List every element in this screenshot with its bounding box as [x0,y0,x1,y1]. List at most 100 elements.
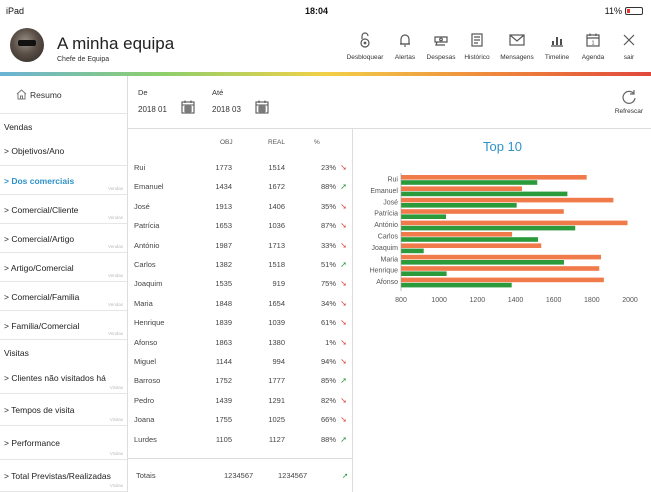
cell-pct: 33% [320,240,336,250]
sidebar-item-total-previstas-realizadas[interactable]: > Total Previstas/Realizadas Visitas [0,460,127,492]
sidebar-item-category: Vendas [107,244,123,249]
to-date-field[interactable]: 2018 03 [212,105,241,114]
agenda-button[interactable]: 1 Agenda [575,26,611,61]
category-label: Afonso [376,279,398,286]
sidebar-item-label: > Familia/Comercial [4,321,80,331]
sidebar-item-comercial-familia[interactable]: > Comercial/Familia Vendas [0,282,127,311]
table-row[interactable]: Rui 1773 1514 23% ➘ [128,159,352,177]
table-row[interactable]: Barroso 1752 1777 85% ➚ [128,372,352,390]
bar-obj [401,197,614,203]
sidebar-item-label: > Tempos de visita [4,405,75,415]
sidebar-item-dos-comerciais[interactable]: > Dos comerciais Vendas [0,166,127,195]
from-calendar-button[interactable] [180,99,196,115]
cell-obj: 1987 [215,240,232,250]
table-row[interactable]: Miguel 1144 994 94% ➘ [128,353,352,371]
refresh-button[interactable]: Refrescar [615,88,643,115]
sidebar-item-text: Total Previstas/Realizadas [11,471,111,481]
trend-down-icon: ➘ [340,318,347,328]
sales-table: OBJ REAL % Rui 1773 1514 23% ➘ Emanuel 1434 167… [128,129,353,492]
avatar[interactable] [10,28,44,62]
table-row[interactable]: Pedro 1439 1291 82% ➘ [128,392,352,410]
trend-down-icon: ➘ [340,298,347,308]
battery-indicator: 11% [605,6,643,16]
trend-up-icon: ➚ [340,182,347,192]
trend-down-icon: ➘ [340,240,347,250]
sidebar-item-label: > Comercial/Cliente [4,205,79,215]
sidebar: Resumo Vendas > Objetivos/Ano > Dos comer… [0,76,128,492]
sidebar-item-comercial-artigo[interactable]: > Comercial/Artigo Vendas [0,224,127,253]
bar-real [401,225,576,231]
sidebar-item-tempos-de-visita[interactable]: > Tempos de visita Visitas [0,394,127,426]
calendar-icon [181,100,195,114]
timeline-button[interactable]: Timeline [539,26,575,61]
sidebar-item-objetivos-ano[interactable]: > Objetivos/Ano [0,136,127,166]
sidebar-item-familia-comercial[interactable]: > Familia/Comercial Vendas [0,311,127,340]
sidebar-item-comercial-cliente[interactable]: > Comercial/Cliente Vendas [0,195,127,224]
header-divider [0,72,651,76]
expenses-button[interactable]: Despesas [423,26,459,61]
cell-pct: 61% [320,318,336,328]
cell-obj: 1848 [215,298,232,308]
table-row[interactable]: Lurdes 1105 1127 88% ➚ [128,431,352,449]
table-row[interactable]: José 1913 1406 35% ➘ [128,198,352,216]
cell-obj: 1439 [215,395,232,405]
cell-name: Miguel [134,357,157,366]
table-row[interactable]: Carlos 1382 1518 51% ➚ [128,256,352,274]
x-tick-label: 2000 [622,297,638,304]
messages-button[interactable]: Mensagens [495,26,539,61]
cell-obj: 1653 [215,221,232,231]
table-row[interactable]: Emanuel 1434 1672 88% ➚ [128,178,352,196]
table-row[interactable]: Joana 1755 1025 66% ➘ [128,411,352,429]
to-calendar-button[interactable] [254,99,270,115]
bar-real [401,180,538,185]
history-button[interactable]: Histórico [459,26,495,61]
sidebar-item-text: Comercial/Familia [11,292,80,302]
trend-down-icon: ➘ [340,415,347,425]
cell-name: Maria [134,298,153,308]
toolbar: Desbloquear Alertas Despesas Histórico M… [343,26,647,61]
sidebar-item-resumo[interactable]: Resumo [0,76,127,114]
sidebar-item-category: Vendas [107,273,123,278]
sidebar-item-artigo-comercial[interactable]: > Artigo/Comercial Vendas [0,253,127,282]
x-tick-label: 1800 [584,297,600,304]
table-row[interactable]: Joaquim 1535 919 75% ➘ [128,275,352,293]
cell-real: 1039 [268,318,285,328]
trend-down-icon: ➘ [340,337,347,347]
bar-real [401,191,568,197]
sidebar-item-clientes-nao-visitados-ha[interactable]: > Clientes não visitados há Visitas [0,362,127,394]
table-row[interactable]: Maria 1848 1654 34% ➘ [128,295,352,313]
table-row[interactable]: Patrícia 1653 1036 87% ➘ [128,217,352,235]
sidebar-item-category: Visitas [109,385,123,390]
messages-label: Mensagens [500,54,534,61]
date-filter-bar: De 2018 01 Até 2018 03 Refrescar [128,76,651,129]
category-label: Carlos [378,234,399,241]
cell-real: 1380 [268,337,285,347]
exit-button[interactable]: sair [611,26,647,61]
cell-obj: 1863 [215,337,232,347]
sidebar-item-label: > Performance [4,438,60,448]
cell-name: Patrícia [134,221,160,231]
cell-real: 1127 [268,434,285,444]
category-label: Emanuel [370,188,398,195]
table-row[interactable]: António 1987 1713 33% ➘ [128,237,352,255]
table-row[interactable]: Afonso 1863 1380 1% ➘ [128,334,352,352]
sidebar-item-label: > Clientes não visitados há [4,373,106,383]
cell-name: Barroso [134,376,161,386]
sidebar-item-label: > Comercial/Artigo [4,234,75,244]
refresh-label: Refrescar [614,108,643,115]
trend-up-icon: ➚ [342,471,349,480]
cell-pct: 88% [320,182,336,192]
table-row[interactable]: Henrique 1839 1039 61% ➘ [128,314,352,332]
sidebar-item-text: Artigo/Comercial [10,263,74,273]
bar-real [401,271,447,276]
calendar-icon [255,100,269,114]
from-date-field[interactable]: 2018 01 [138,105,167,114]
cell-pct: 34% [320,298,336,308]
page-subtitle: Chefe de Equipa [57,56,110,63]
alerts-button[interactable]: Alertas [387,26,423,61]
unlock-button[interactable]: Desbloquear [343,26,387,61]
bar-obj [401,243,542,248]
sidebar-item-category: Visitas [109,417,123,422]
column-header-real: REAL [268,139,285,146]
sidebar-item-performance[interactable]: > Performance Visitas [0,426,127,460]
